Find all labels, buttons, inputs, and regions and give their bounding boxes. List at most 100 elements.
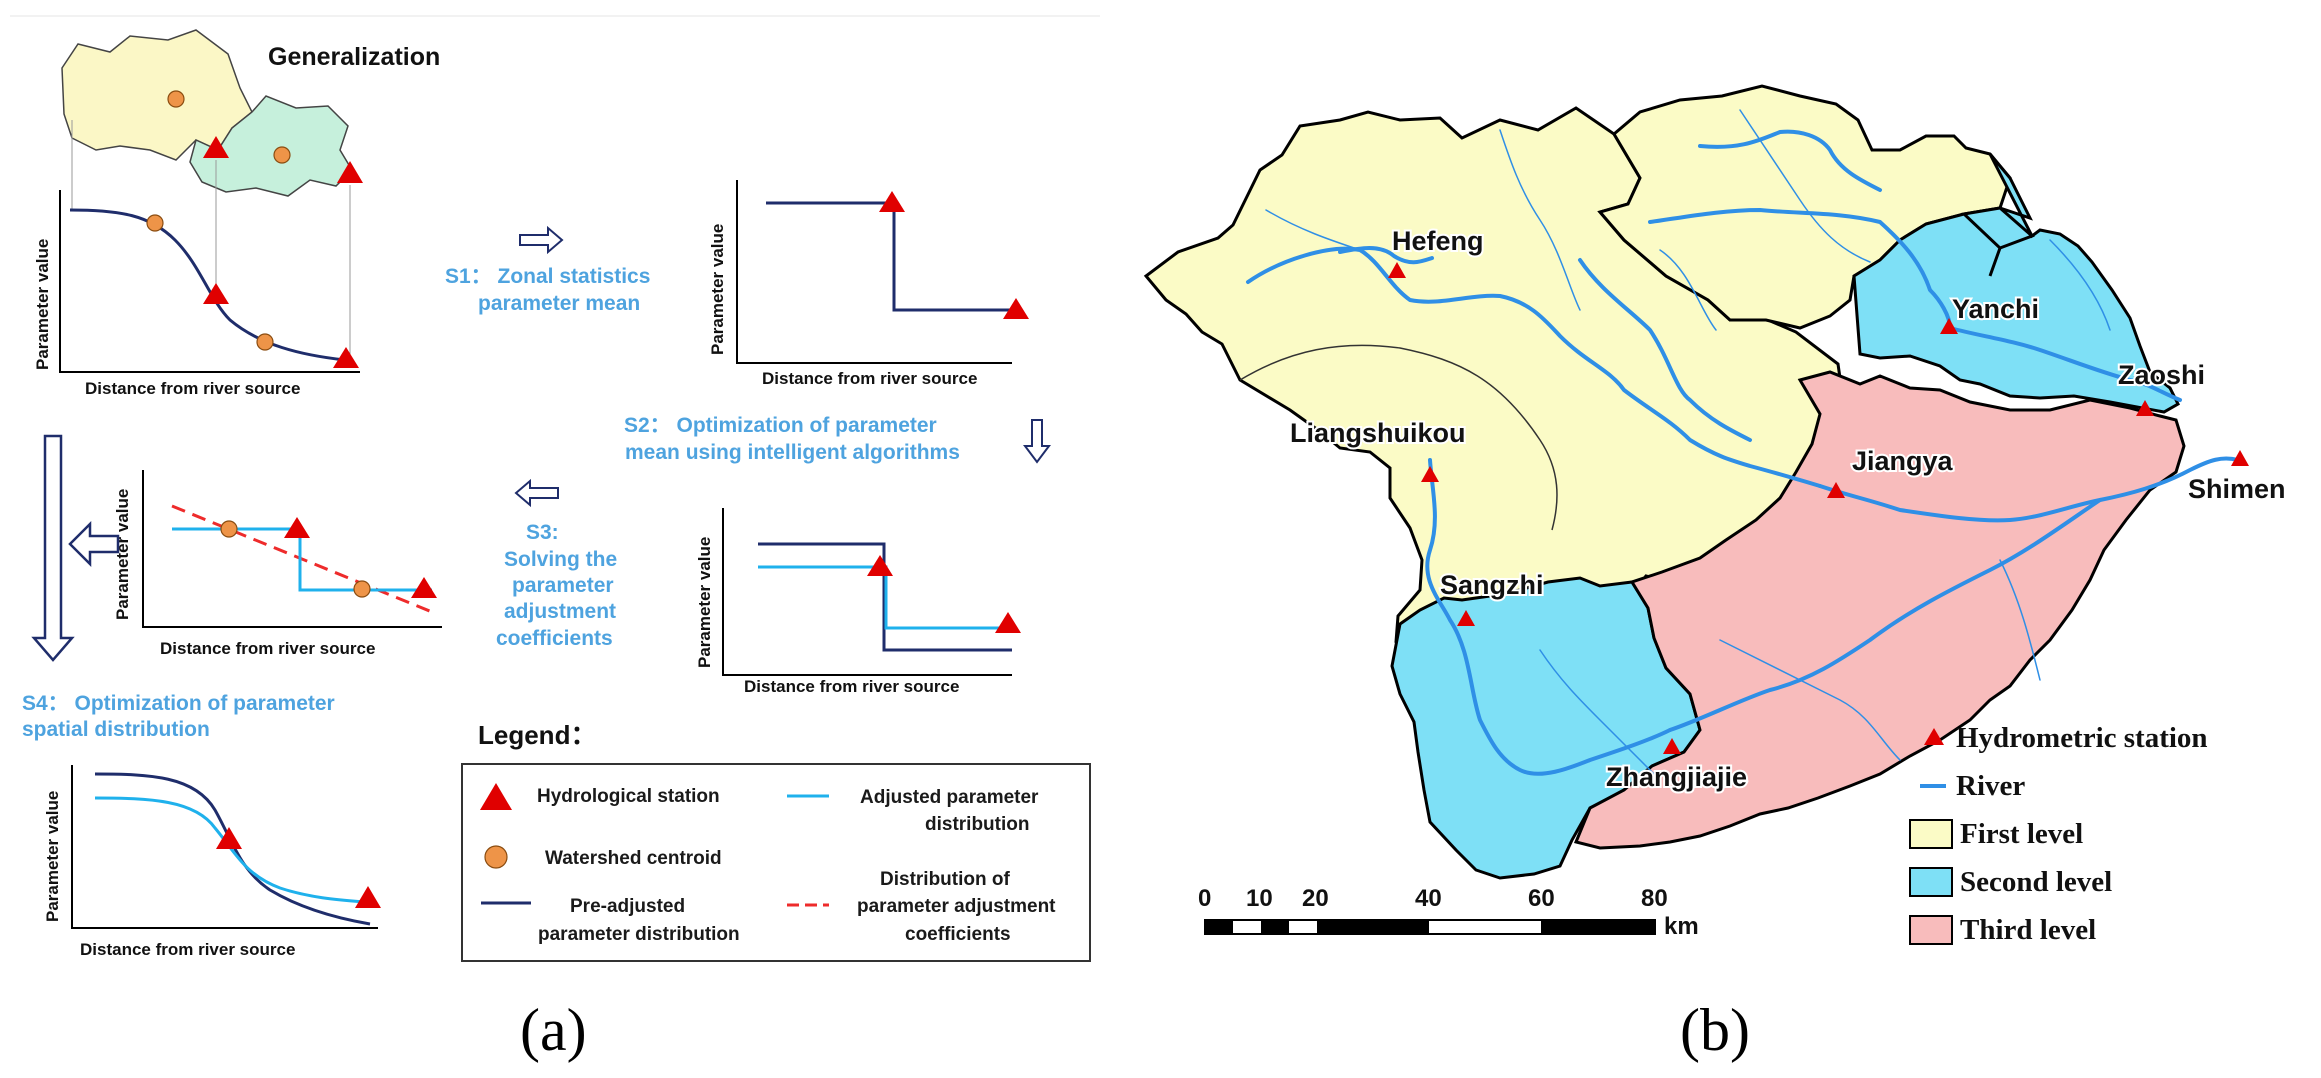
legend-hydrometric-station: Hydrometric station (1956, 722, 2208, 754)
centroid-marker (220, 520, 238, 538)
panel-a: Generalization Parameter value Distance … (10, 15, 1100, 1063)
river-minor-2 (1499, 129, 1581, 311)
watershed-centroid-icon (484, 845, 508, 869)
scale-tick-60: 60 (1528, 885, 1555, 912)
s3-label-line5: coefficients (496, 627, 613, 650)
pre-adjusted-step (766, 201, 1012, 312)
legend-coeff-line1: Distribution of (880, 869, 1010, 890)
centroid-marker (167, 90, 185, 108)
chart-original: Parameter value Distance from river sour… (33, 190, 360, 398)
left-arrow-icon (68, 520, 120, 568)
river-minor-1 (1265, 209, 1361, 251)
panel-b: Hefeng Yanchi Zaoshi Liangshuikou Jiangy… (1143, 84, 2288, 1063)
chart-optimized-mean: Parameter value Distance from river sour… (695, 508, 1021, 696)
legend-hydrological-station: Hydrological station (537, 786, 720, 807)
pre-adjusted-step (758, 542, 1012, 652)
x-axis-label: Distance from river source (80, 940, 295, 959)
station-label-zhangjiajie: Zhangjiajie (1606, 762, 1747, 792)
scale-bar: 0 10 20 40 60 80 km (1198, 885, 1699, 940)
sub-boundary (1239, 344, 1558, 531)
river-zaoshi (1948, 326, 2182, 402)
river-upper-east (1698, 129, 1882, 192)
adjusted-curve (94, 796, 366, 904)
station-label-shimen: Shimen (2188, 474, 2286, 504)
coefficient-line (171, 504, 433, 614)
pre-adjusted-curve (94, 772, 371, 926)
third-level-swatch (1909, 915, 1953, 945)
s3-label-line2: Solving the (504, 548, 617, 571)
river-sangzhi (1425, 458, 1672, 776)
step-s1: S1： Zonal statistics parameter mean (445, 225, 650, 315)
centroid-marker (256, 333, 274, 351)
s3-label-line1: S3: (526, 521, 559, 544)
legend-river: River (1956, 770, 2025, 802)
river-trib-2 (1578, 258, 1752, 442)
generalization-title: Generalization (268, 43, 440, 71)
legend-watershed-centroid: Watershed centroid (545, 848, 722, 869)
left-arrow-icon (514, 478, 559, 508)
panel-label-a: (a) (520, 997, 587, 1063)
scale-unit: km (1664, 913, 1699, 940)
legend-second-level: Second level (1960, 866, 2112, 898)
map-legend: Hydrometric station River First level Se… (1909, 722, 2208, 946)
station-label-hefeng: Hefeng (1392, 226, 1484, 256)
x-axis-label: Distance from river source (762, 369, 977, 388)
hydrological-station-icon (480, 783, 512, 810)
station-marker (995, 612, 1021, 633)
station-marker (333, 347, 359, 368)
river-lower (1818, 456, 2240, 523)
region-third-level (1573, 370, 2186, 850)
scale-tick-40: 40 (1415, 885, 1442, 912)
legend-adjusted-line2: distribution (925, 814, 1029, 835)
station-marker-jiangya (1827, 482, 1845, 498)
legend-coeff-line2: parameter adjustment (857, 896, 1056, 917)
station-marker (203, 136, 229, 158)
station-marker-sangzhi (1457, 610, 1475, 626)
river-minor-7 (1999, 559, 2041, 681)
s1-label-line2: parameter mean (478, 292, 640, 315)
station-label-jiangya: Jiangya (1852, 446, 1954, 476)
y-axis-label: Parameter value (708, 224, 727, 355)
step-s2: S2： Optimization of parameter mean using… (624, 414, 1051, 464)
step-s3: S3: Solving the parameter adjustment coe… (496, 478, 617, 650)
first-level-swatch (1909, 819, 1953, 849)
s3-label-line3: parameter (512, 574, 614, 597)
down-arrow-icon (31, 434, 75, 662)
station-marker-zaoshi (2136, 400, 2154, 416)
s2-label-line2: mean using intelligent algorithms (625, 441, 960, 464)
legend-coeff-line3: coefficients (905, 924, 1011, 945)
scale-tick-0: 0 (1198, 885, 1211, 912)
legend-third-level: Third level (1960, 914, 2096, 946)
river-main (1246, 246, 1822, 488)
adjusted-step (758, 565, 1012, 630)
centroid-marker (146, 214, 164, 232)
stations: Hefeng Yanchi Zaoshi Liangshuikou Jiangy… (1288, 224, 2288, 794)
station-marker (355, 886, 381, 908)
station-label-zaoshi: Zaoshi (2118, 360, 2205, 390)
x-axis-label: Distance from river source (744, 677, 959, 696)
river-zhangjiajie (1668, 498, 2102, 732)
y-axis-label: Parameter value (43, 791, 62, 922)
x-axis-label: Distance from river source (160, 639, 375, 658)
station-marker (411, 577, 437, 598)
hydrometric-station-icon (1924, 728, 1944, 745)
down-arrow-icon (1023, 419, 1051, 464)
panel-label-b: (b) (1680, 997, 1750, 1063)
rivers (1246, 109, 2240, 781)
legend-pre-adjusted-line1: Pre-adjusted (570, 896, 685, 917)
station-marker (1003, 298, 1029, 319)
chart-adjustment-coefficients: Parameter value Distance from river sour… (113, 470, 442, 658)
right-arrow-icon (519, 225, 564, 255)
station-label-liangshuikou: Liangshuikou (1290, 418, 1466, 448)
x-axis-label: Distance from river source (85, 379, 300, 398)
station-marker-liangshuikou (1421, 466, 1439, 482)
watershed-green (189, 95, 353, 197)
legend-box (461, 763, 1091, 962)
legend-adjusted-line1: Adjusted parameter (860, 787, 1039, 808)
station-label-sangzhi: Sangzhi (1440, 570, 1544, 600)
river-yanchi (1648, 208, 1952, 330)
legend-first-level: First level (1960, 818, 2083, 850)
station-marker (216, 827, 242, 849)
scale-tick-10: 10 (1246, 885, 1273, 912)
station-marker-shimen (2231, 450, 2249, 466)
